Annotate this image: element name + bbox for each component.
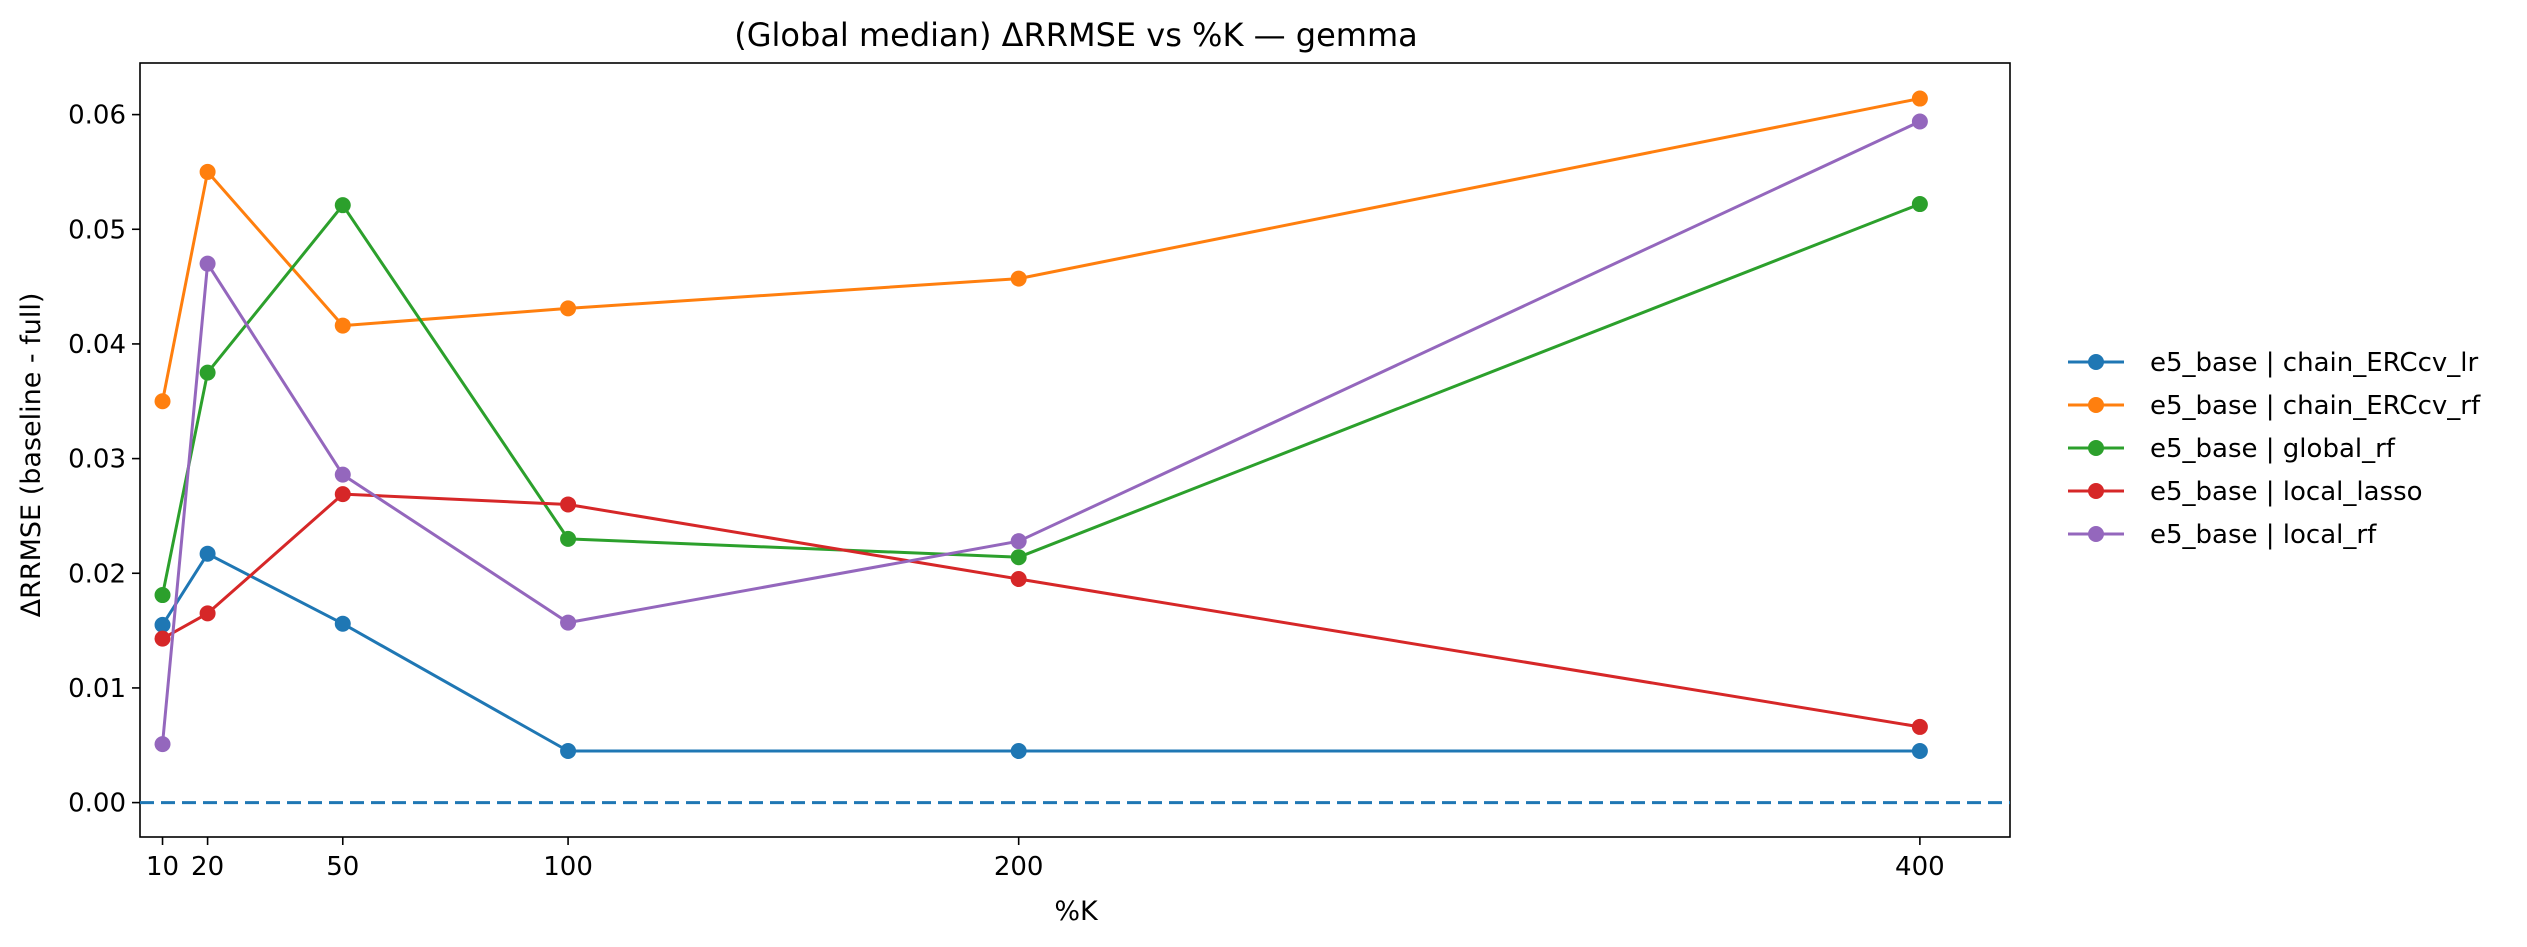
- x-tick-label: 200: [994, 852, 1044, 882]
- data-point: [1010, 571, 1027, 587]
- x-axis-label: %K: [1054, 896, 1099, 927]
- legend-marker: [2088, 526, 2104, 542]
- data-point: [199, 364, 216, 381]
- data-point: [1911, 743, 1928, 759]
- data-point: [199, 163, 216, 180]
- legend-entry: e5_base | local_rf: [2068, 520, 2377, 550]
- data-point: [154, 587, 171, 604]
- data-point: [154, 630, 171, 647]
- y-tick-label: 0.05: [68, 215, 126, 245]
- data-point: [1010, 533, 1027, 550]
- x-tick-label: 10: [146, 852, 179, 882]
- series-line: [161, 492, 1921, 729]
- data-point: [1911, 113, 1928, 130]
- series-5: [154, 113, 1928, 753]
- series-4: [154, 486, 1928, 735]
- series-line: [161, 97, 1921, 402]
- series-2: [154, 90, 1928, 410]
- legend-label: e5_base | chain_ERCcv_rf: [2150, 391, 2481, 421]
- legend-label: e5_base | chain_ERCcv_lr: [2150, 348, 2478, 378]
- legend-label: e5_base | global_rf: [2150, 434, 2396, 464]
- data-point: [199, 255, 216, 272]
- series-1: [154, 545, 1928, 759]
- legend-marker: [2088, 354, 2104, 370]
- data-point: [560, 496, 577, 513]
- legend-entry: e5_base | local_lasso: [2068, 477, 2423, 507]
- y-tick-label: 0.04: [68, 330, 126, 360]
- data-point: [560, 743, 577, 759]
- series-3: [154, 196, 1928, 604]
- plot-frame: [139, 62, 2011, 838]
- data-point: [560, 300, 577, 317]
- data-point: [334, 615, 351, 632]
- data-point: [1010, 549, 1027, 566]
- data-point: [560, 614, 577, 631]
- data-point: [1010, 270, 1027, 287]
- legend-entry: e5_base | chain_ERCcv_lr: [2068, 348, 2478, 378]
- y-tick-label: 0.03: [68, 445, 126, 475]
- data-point: [334, 317, 351, 334]
- legend-entry: e5_base | chain_ERCcv_rf: [2068, 391, 2481, 421]
- y-tick-label: 0.06: [68, 101, 126, 131]
- data-point: [334, 197, 351, 214]
- y-tick-label: 0.01: [68, 674, 126, 704]
- series-line: [161, 202, 1921, 596]
- legend-entry: e5_base | global_rf: [2068, 434, 2396, 464]
- legend: e5_base | chain_ERCcv_lr e5_base | chain_…: [2068, 348, 2481, 550]
- x-tick-label: 20: [191, 852, 224, 882]
- data-point: [199, 545, 216, 562]
- plot-area: 0.00 0.01 0.02 0.03 0.04 0.05 0.06 10 20 50 100 200…: [68, 62, 2011, 882]
- data-point: [154, 616, 171, 633]
- x-tick-label: 400: [1895, 852, 1945, 882]
- series-line: [161, 552, 1920, 753]
- x-tick-label: 50: [326, 852, 359, 882]
- x-tick-label: 100: [543, 852, 593, 882]
- y-tick-label: 0.02: [68, 559, 126, 589]
- data-point: [1911, 90, 1928, 107]
- y-tick-label: 0.00: [68, 789, 126, 819]
- data-point: [1911, 718, 1928, 735]
- data-point: [1911, 196, 1928, 213]
- data-point: [334, 486, 351, 503]
- chart-title: (Global median) ΔRRMSE vs %K — gemma: [734, 16, 1417, 54]
- data-point: [1010, 743, 1027, 759]
- data-point: [154, 736, 171, 753]
- data-point: [154, 393, 171, 410]
- legend-marker: [2088, 397, 2104, 413]
- legend-marker: [2088, 440, 2104, 456]
- legend-marker: [2088, 483, 2104, 499]
- y-axis-label: ΔRRMSE (baseline - full): [16, 293, 47, 618]
- data-point: [560, 530, 577, 547]
- data-point: [334, 466, 351, 483]
- legend-label: e5_base | local_lasso: [2150, 477, 2423, 507]
- series-line: [161, 120, 1921, 745]
- data-point: [199, 605, 216, 622]
- legend-label: e5_base | local_rf: [2150, 520, 2377, 550]
